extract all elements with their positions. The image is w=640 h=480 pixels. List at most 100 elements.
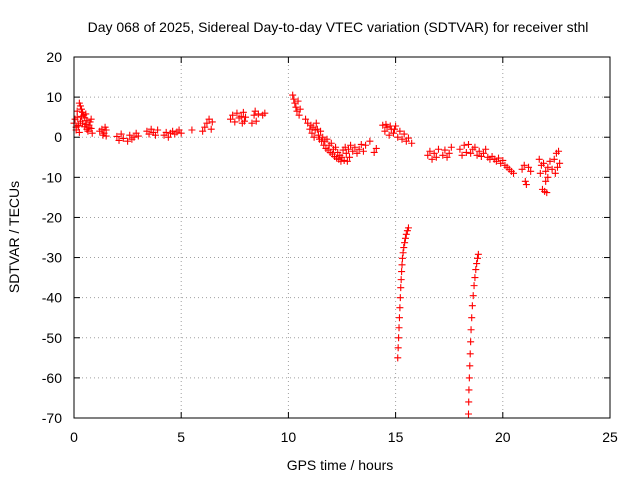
plot-frame (73, 56, 611, 419)
data-point (370, 148, 378, 156)
data-point (441, 146, 449, 154)
data-point (394, 133, 402, 141)
data-point (424, 151, 432, 159)
data-point (401, 239, 409, 247)
data-point (351, 143, 359, 151)
data-point (201, 123, 209, 131)
data-point (460, 141, 468, 149)
data-point (353, 149, 361, 157)
data-point (551, 169, 559, 177)
data-point (399, 249, 407, 257)
data-point (474, 250, 482, 258)
data-point (466, 350, 474, 358)
data-point (458, 151, 466, 159)
data-point (456, 145, 464, 153)
data-point (294, 97, 302, 105)
data-point (404, 134, 412, 142)
y-tick-label: -40 (42, 290, 62, 306)
data-point (130, 133, 138, 141)
data-point (394, 354, 402, 362)
data-point (428, 155, 436, 163)
data-point (81, 123, 89, 131)
y-tick-label: 20 (46, 49, 62, 65)
data-point (319, 133, 327, 141)
data-point (395, 314, 403, 322)
y-tick-label: -50 (42, 330, 62, 346)
data-point (240, 117, 248, 125)
data-point (465, 374, 473, 382)
data-point (349, 147, 357, 155)
data-point (357, 140, 365, 148)
data-point (465, 386, 473, 394)
data-point (177, 129, 185, 137)
data-point (510, 169, 518, 177)
data-point (385, 131, 393, 139)
data-point (394, 344, 402, 352)
data-point (302, 115, 310, 123)
data-point (289, 91, 297, 99)
x-axis-label: GPS time / hours (287, 457, 394, 473)
y-tick-labels: 20 10 0 -10 -20 -30 -40 -50 -60 -70 (42, 49, 62, 426)
data-point (237, 112, 245, 120)
data-point (439, 151, 447, 159)
data-point (434, 145, 442, 153)
data-point (102, 132, 110, 140)
data-point (366, 137, 374, 145)
data-point (126, 131, 134, 139)
data-point (521, 177, 529, 185)
data-point (188, 126, 196, 134)
data-point (468, 302, 476, 310)
data-point (227, 115, 235, 123)
data-point (379, 121, 387, 129)
y-tick-label: -10 (42, 169, 62, 185)
data-point (473, 151, 481, 159)
data-point (443, 153, 451, 161)
data-point (467, 149, 475, 157)
data-point (113, 132, 121, 140)
data-point (400, 244, 408, 252)
data-point (332, 143, 340, 151)
data-point (548, 165, 556, 173)
data-point (397, 284, 405, 292)
data-point (292, 103, 300, 111)
data-point (480, 149, 488, 157)
data-point (102, 126, 110, 134)
chart-title: Day 068 of 2025, Sidereal Day-to-day VTE… (88, 19, 589, 35)
data-point (372, 144, 380, 152)
y-tick-label: 0 (54, 129, 62, 145)
data-point (261, 109, 269, 117)
y-tick-label: -70 (42, 410, 62, 426)
data-point (389, 129, 397, 137)
y-tick-label: -20 (42, 209, 62, 225)
data-point (88, 129, 96, 137)
data-point (556, 159, 564, 167)
data-point (471, 143, 479, 151)
data-point (404, 224, 412, 232)
data-point (395, 324, 403, 332)
data-point (527, 167, 535, 175)
data-point (555, 147, 563, 155)
data-point (398, 268, 406, 276)
x-tick-label: 5 (177, 429, 185, 445)
data-point (310, 133, 318, 141)
data-point (154, 126, 162, 134)
data-point (386, 122, 394, 130)
data-point (346, 153, 354, 161)
data-point (396, 127, 404, 135)
x-tick-label: 10 (281, 429, 297, 445)
data-point (430, 149, 438, 157)
data-point (207, 125, 215, 133)
data-point (396, 294, 404, 302)
y-axis-label: SDTVAR / TECUs (6, 181, 22, 293)
data-point (467, 326, 475, 334)
data-point (317, 127, 325, 135)
data-point (464, 410, 472, 418)
data-point (312, 119, 320, 127)
data-point (145, 130, 153, 138)
data-point (250, 111, 258, 119)
data-point (337, 157, 345, 165)
data-point (468, 314, 476, 322)
data-point (391, 125, 399, 133)
data-point (87, 115, 95, 123)
data-point (134, 132, 142, 140)
